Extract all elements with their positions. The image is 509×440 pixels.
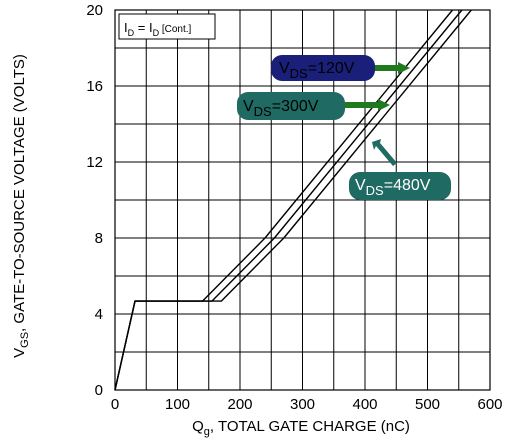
plot-border bbox=[114, 9, 491, 391]
x-tick-label: 0 bbox=[111, 396, 119, 413]
y-tick-label: 12 bbox=[86, 154, 103, 171]
svg-text:VDS=300V: VDS=300V bbox=[243, 98, 319, 119]
y-tick-label: 16 bbox=[86, 78, 103, 95]
x-tick-label: 200 bbox=[227, 396, 252, 413]
x-tick-label: 100 bbox=[165, 396, 190, 413]
callout-vds-300v: VDS=300V bbox=[237, 92, 390, 120]
plot-frame bbox=[114, 9, 491, 391]
y-tick-label: 0 bbox=[95, 382, 103, 399]
svg-text:ID = ID [Cont.]: ID = ID [Cont.] bbox=[124, 20, 192, 38]
x-tick-label: 300 bbox=[290, 396, 315, 413]
series-callouts: VDS=120V VDS=300V VDS=480V bbox=[237, 55, 451, 200]
y-axis-label: VGS, GATE-TO-SOURCE VOLTAGE (VOLTS) bbox=[11, 54, 31, 358]
x-tick-label: 600 bbox=[477, 396, 502, 413]
series-lines bbox=[114, 9, 472, 391]
y-tick-label: 8 bbox=[95, 230, 103, 247]
y-tick-label: 4 bbox=[95, 306, 103, 323]
x-tick-label: 500 bbox=[415, 396, 440, 413]
series-line-3 bbox=[114, 9, 472, 391]
svg-text:VDS=480V: VDS=480V bbox=[355, 177, 431, 198]
tick-labels: 0 100 200 300 400 500 600 0 4 8 12 16 20 bbox=[86, 2, 502, 413]
callout-vds-120v: VDS=120V bbox=[271, 55, 410, 81]
y-tick-label: 20 bbox=[86, 2, 103, 19]
callout-vds-480v: VDS=480V bbox=[349, 139, 451, 200]
svg-text:VDS=120V: VDS=120V bbox=[279, 60, 355, 81]
condition-label: ID = ID [Cont.] bbox=[118, 13, 216, 40]
x-axis-label: Qg, TOTAL GATE CHARGE (nC) bbox=[192, 418, 410, 438]
x-tick-label: 400 bbox=[352, 396, 377, 413]
